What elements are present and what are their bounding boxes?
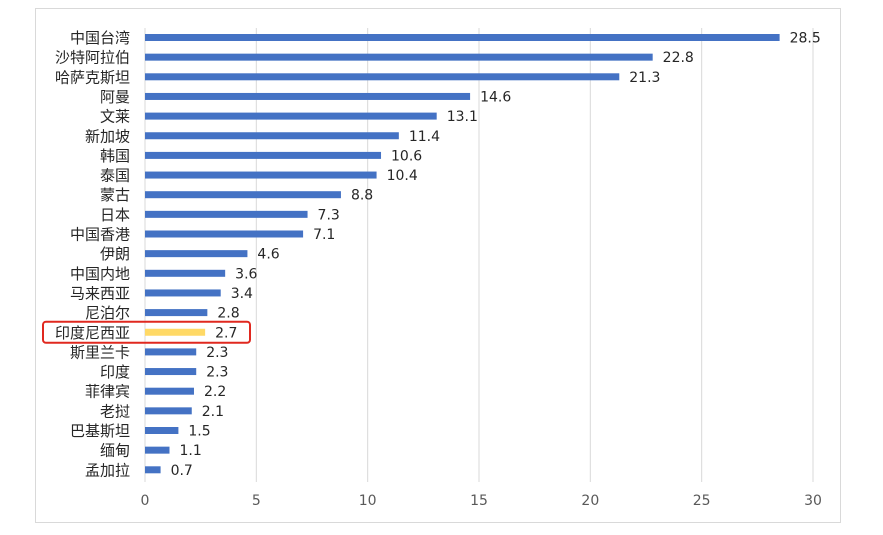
value-label: 1.1 xyxy=(179,443,201,459)
value-label: 2.1 xyxy=(202,404,224,420)
bar xyxy=(145,348,197,356)
bar xyxy=(145,73,620,81)
category-label: 巴基斯坦 xyxy=(70,422,130,440)
highlight-box xyxy=(42,320,251,344)
category-label: 中国香港 xyxy=(70,226,130,244)
category-label: 印度 xyxy=(100,363,130,381)
x-tick-label: 5 xyxy=(252,493,261,509)
value-label: 10.4 xyxy=(387,168,418,184)
category-label: 孟加拉 xyxy=(85,461,130,479)
category-label: 缅甸 xyxy=(100,442,130,460)
x-tick-label: 0 xyxy=(141,493,150,509)
value-label: 10.6 xyxy=(391,148,422,164)
bar xyxy=(145,427,179,434)
value-label: 3.4 xyxy=(231,286,253,302)
bar xyxy=(145,191,341,199)
category-label: 尼泊尔 xyxy=(85,304,130,322)
value-label: 2.2 xyxy=(204,384,226,400)
category-label: 新加坡 xyxy=(85,127,130,145)
bar xyxy=(145,269,226,277)
value-label: 7.3 xyxy=(318,207,340,223)
category-label: 泰国 xyxy=(100,167,130,185)
bar xyxy=(145,250,248,258)
bar xyxy=(145,34,780,41)
category-label: 印度尼西亚 xyxy=(55,324,130,342)
x-tick-label: 10 xyxy=(359,493,377,509)
value-label: 11.4 xyxy=(409,129,440,145)
category-label: 文莱 xyxy=(100,108,130,126)
x-tick-label: 25 xyxy=(693,493,711,509)
bar xyxy=(145,309,208,317)
value-label: 1.5 xyxy=(188,424,210,440)
chart-frame xyxy=(35,8,841,523)
bar xyxy=(145,53,653,61)
category-label: 老挝 xyxy=(100,402,130,420)
bar xyxy=(145,230,304,238)
x-tick-label: 15 xyxy=(470,493,488,509)
bar xyxy=(145,446,170,454)
bar xyxy=(145,407,192,415)
bar xyxy=(145,92,471,100)
category-label: 中国台湾 xyxy=(70,29,130,47)
category-label: 中国内地 xyxy=(70,265,130,283)
value-label: 2.7 xyxy=(215,325,237,341)
value-label: 2.3 xyxy=(206,365,228,381)
bar xyxy=(145,171,377,179)
value-label: 0.7 xyxy=(171,463,193,479)
bar xyxy=(145,132,399,140)
value-label: 7.1 xyxy=(313,227,335,243)
category-label: 伊朗 xyxy=(100,245,130,263)
bar xyxy=(145,289,221,297)
category-label: 阿曼 xyxy=(100,88,130,106)
bar xyxy=(145,210,308,218)
x-tick-label: 30 xyxy=(804,493,822,509)
category-label: 哈萨克斯坦 xyxy=(55,68,130,86)
value-label: 14.6 xyxy=(480,89,511,105)
category-label: 菲律宾 xyxy=(85,383,130,401)
value-label: 22.8 xyxy=(663,50,694,66)
category-label: 斯里兰卡 xyxy=(70,343,130,361)
bar xyxy=(145,112,437,120)
value-label: 2.8 xyxy=(217,306,239,322)
bar xyxy=(145,328,206,336)
bar xyxy=(145,368,197,376)
value-label: 28.5 xyxy=(790,31,821,47)
bar xyxy=(145,387,194,395)
category-label: 韩国 xyxy=(100,147,130,165)
value-label: 8.8 xyxy=(351,188,373,204)
x-tick-label: 20 xyxy=(581,493,599,509)
value-label: 21.3 xyxy=(629,70,660,86)
value-label: 4.6 xyxy=(257,247,279,263)
value-label: 3.6 xyxy=(235,266,257,282)
category-label: 蒙古 xyxy=(100,186,130,204)
bar xyxy=(145,151,382,159)
value-label: 2.3 xyxy=(206,345,228,361)
bar xyxy=(145,466,161,474)
category-label: 沙特阿拉伯 xyxy=(55,49,130,67)
category-label: 日本 xyxy=(100,206,130,224)
value-label: 13.1 xyxy=(447,109,478,125)
category-label: 马来西亚 xyxy=(70,284,130,302)
